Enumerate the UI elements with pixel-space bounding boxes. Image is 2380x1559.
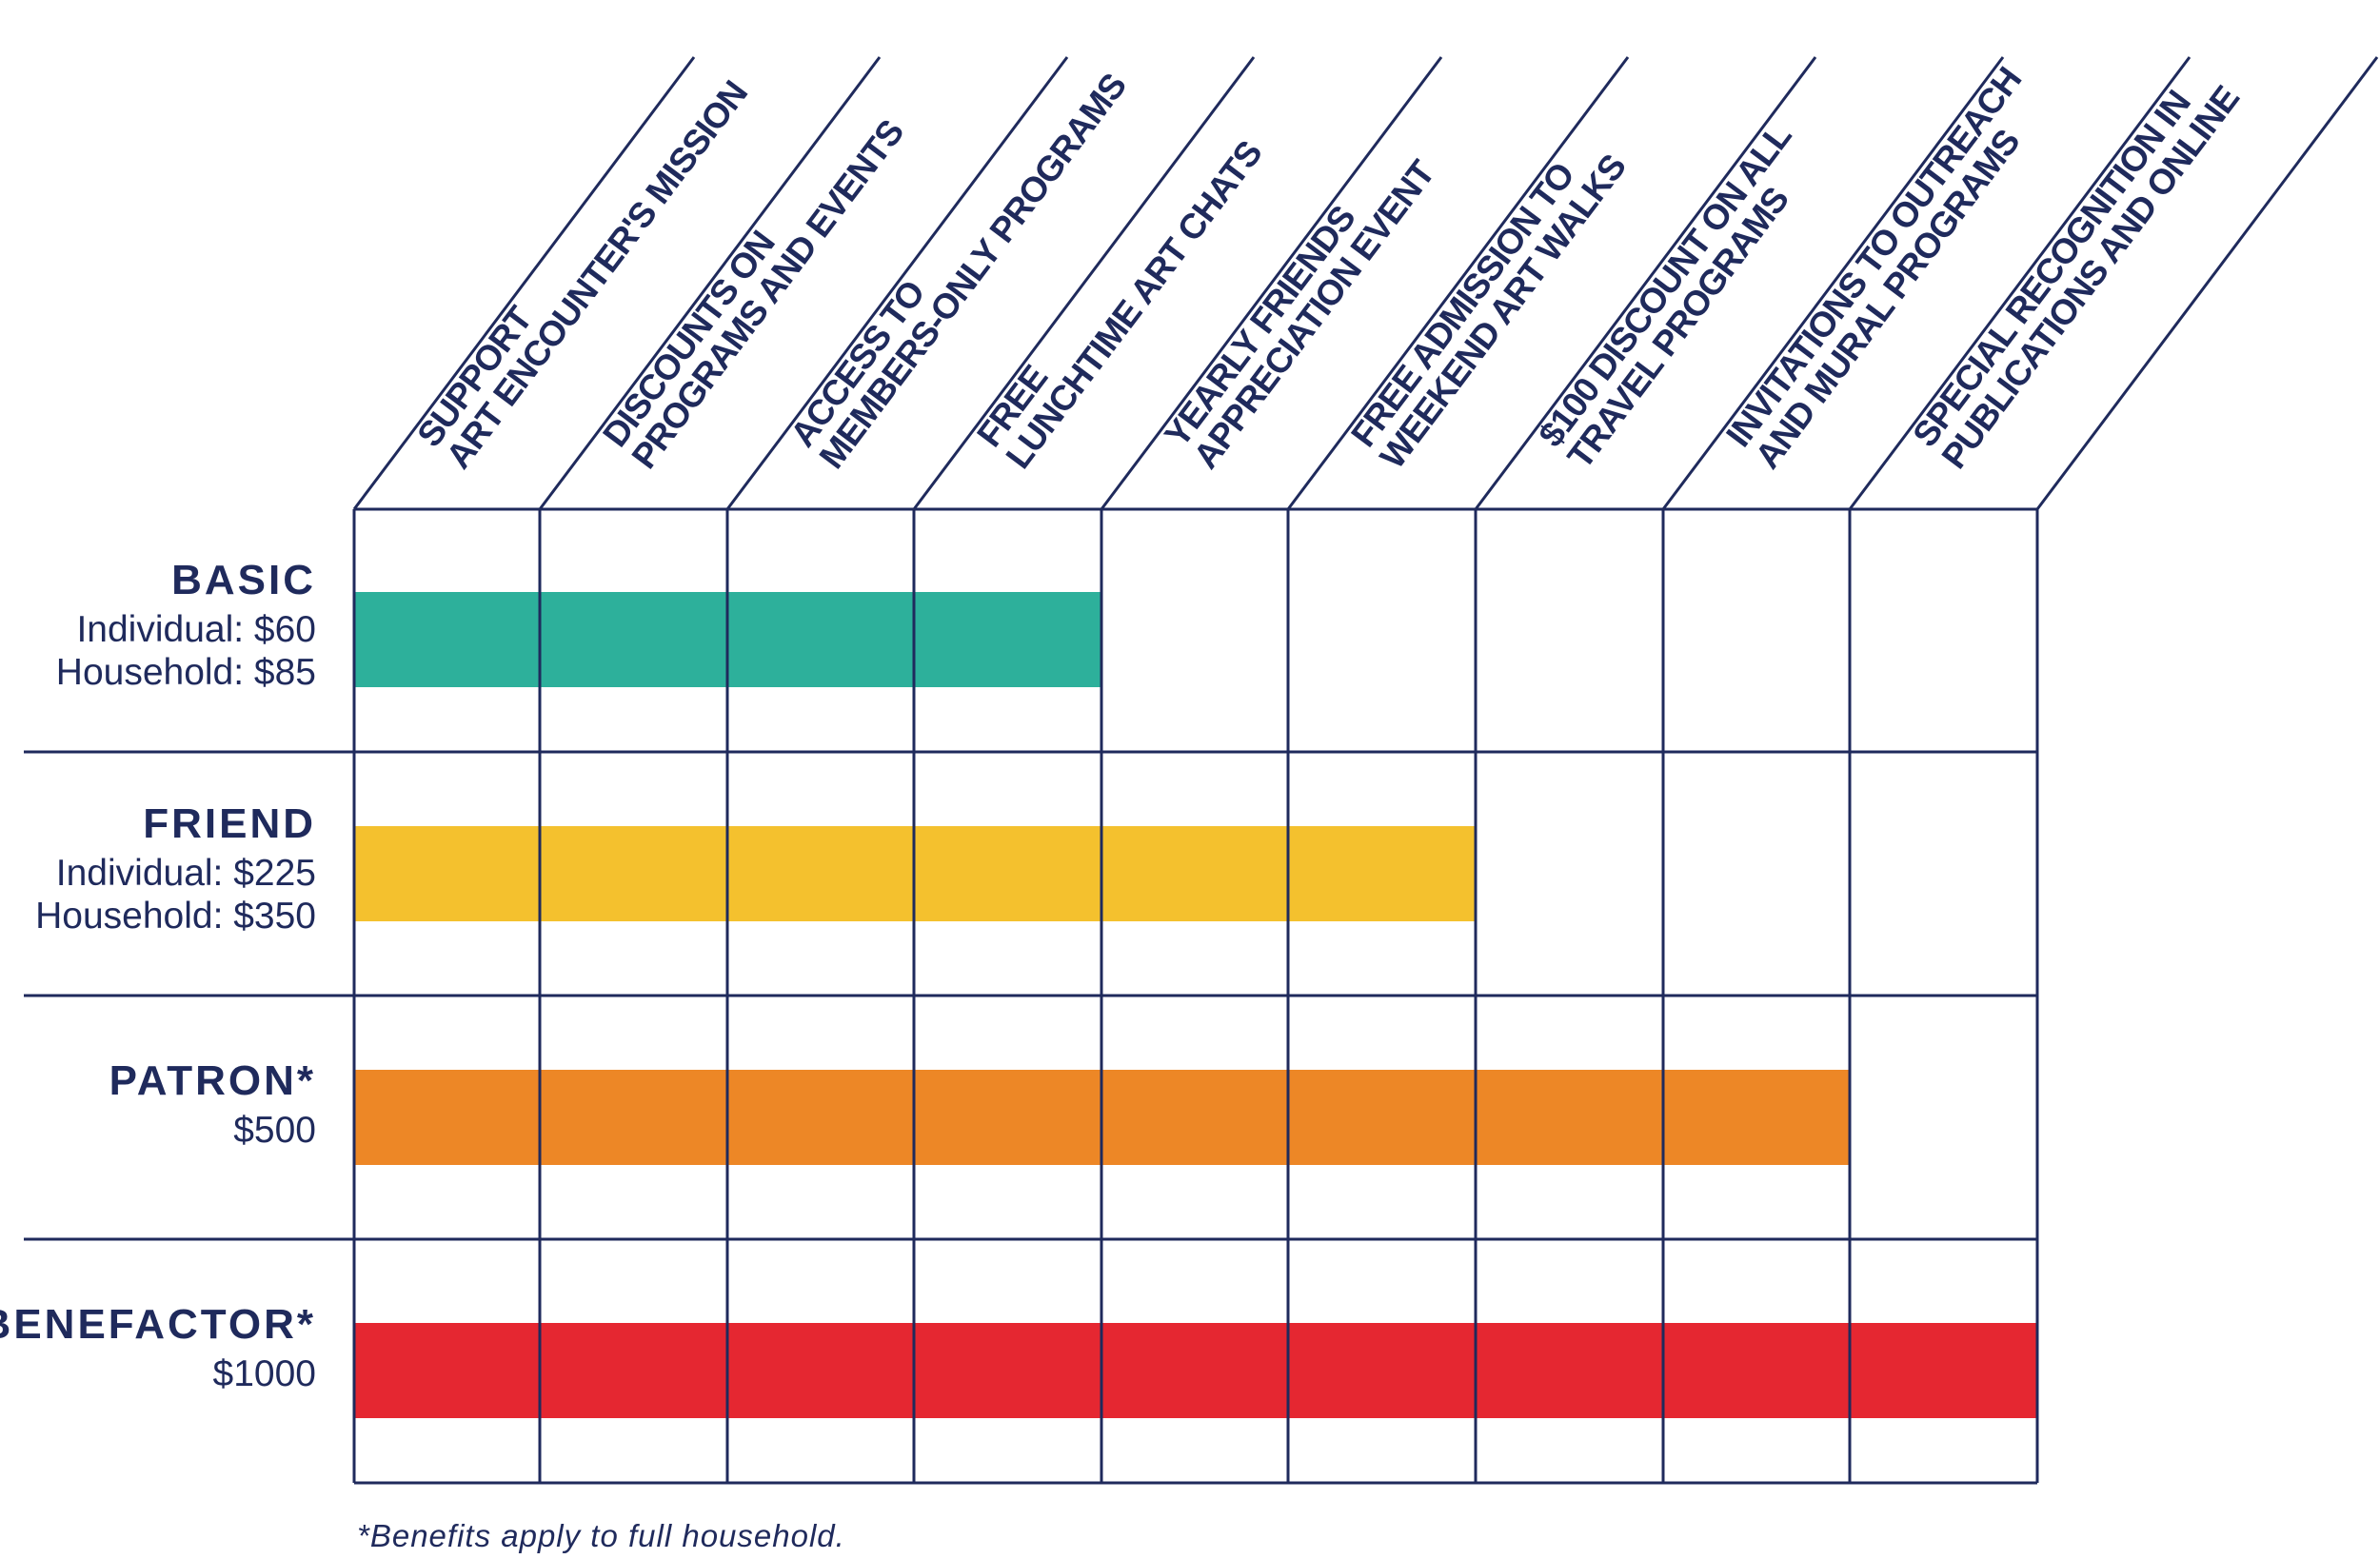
tier-label-benefactor: BENEFACTOR* $1000 — [0, 1301, 316, 1394]
tier-price: Household: $85 — [56, 652, 316, 693]
tier-price: $500 — [233, 1110, 316, 1151]
tier-name: BENEFACTOR* — [0, 1301, 316, 1348]
header-diagonal-line — [1474, 56, 1817, 510]
benefit-header-line: ART ENCOUNTER'S MISSION — [439, 74, 755, 476]
tier-name: FRIEND — [143, 800, 316, 847]
tier-bar-benefactor — [354, 1323, 2037, 1418]
header-diagonal-line — [1286, 56, 1630, 510]
tier-price: Individual: $225 — [56, 853, 316, 894]
benefits-grid — [24, 56, 2379, 1485]
tier-name: BASIC — [171, 557, 316, 603]
header-diagonal-line — [912, 56, 1256, 510]
tier-price: Individual: $60 — [76, 609, 316, 650]
header-diagonal-line — [1100, 56, 1443, 510]
tier-name: PATRON* — [109, 1057, 316, 1104]
tier-bars — [354, 592, 2037, 1418]
header-diagonal-line — [1661, 56, 2005, 510]
tier-price: Household: $350 — [35, 896, 316, 937]
tier-price: $1000 — [213, 1353, 316, 1394]
header-diagonal-line — [538, 56, 882, 510]
header-diagonal-line — [725, 56, 1069, 510]
header-diagonal-line — [1848, 56, 2192, 510]
header-diagonal-line — [2035, 56, 2379, 510]
benefit-header-line: MEMBERS-ONLY PROGRAMS — [812, 67, 1134, 476]
footnote: *Benefits apply to full household. — [357, 1518, 845, 1553]
header-diagonal-line — [352, 56, 696, 510]
tier-label-patron: PATRON* $500 — [109, 1057, 316, 1151]
